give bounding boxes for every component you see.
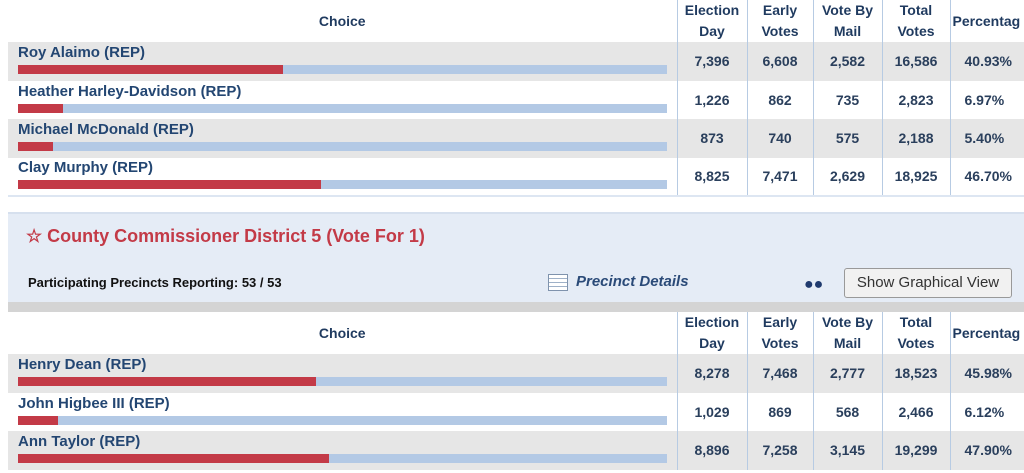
election-day-votes: 8,896 xyxy=(677,431,748,470)
total-votes: 2,466 xyxy=(882,392,951,431)
table-row: Roy Alaimo (REP) 7,396 6,608 2,582 16,58… xyxy=(8,42,1024,81)
mail-votes: 2,629 xyxy=(813,157,883,196)
candidate-cell: Heather Harley-Davidson (REP) xyxy=(8,80,678,119)
col-early-votes[interactable]: Early Votes xyxy=(747,0,814,42)
total-votes: 18,523 xyxy=(882,354,951,393)
show-graphical-view-button[interactable]: Show Graphical View xyxy=(844,268,1012,298)
vote-share-fill xyxy=(18,180,321,190)
election-day-votes: 1,029 xyxy=(677,392,748,431)
vote-share-bar xyxy=(18,180,667,190)
election-day-votes: 7,396 xyxy=(677,42,748,81)
candidate-name: John Higbee III (REP) xyxy=(18,394,170,412)
total-votes: 2,188 xyxy=(882,119,951,158)
candidate-cell: Henry Dean (REP) xyxy=(8,354,678,393)
col-election-day[interactable]: Election Day xyxy=(677,312,748,354)
mail-votes: 735 xyxy=(813,80,883,119)
mail-votes: 568 xyxy=(813,392,883,431)
star-icon[interactable]: ☆ xyxy=(26,226,43,246)
percentage: 46.70% xyxy=(950,157,1024,196)
election-day-votes: 8,278 xyxy=(677,354,748,393)
candidate-cell: Michael McDonald (REP) xyxy=(8,119,678,158)
race-title: ☆ County Commissioner District 5 (Vote F… xyxy=(26,226,425,246)
candidate-name: Ann Taylor (REP) xyxy=(18,433,141,451)
early-votes: 869 xyxy=(747,392,814,431)
election-day-votes: 1,226 xyxy=(677,80,748,119)
vote-share-bar xyxy=(18,65,667,75)
divider xyxy=(8,302,1024,312)
vote-share-fill xyxy=(18,415,58,425)
total-votes: 18,925 xyxy=(882,157,951,196)
percentage: 45.98% xyxy=(950,354,1024,393)
percentage: 6.12% xyxy=(950,392,1024,431)
early-votes: 862 xyxy=(747,80,814,119)
total-votes: 2,823 xyxy=(882,80,951,119)
col-vote-by-mail[interactable]: Vote By Mail xyxy=(813,312,883,354)
candidate-cell: Ann Taylor (REP) xyxy=(8,431,678,470)
early-votes: 7,468 xyxy=(747,354,814,393)
table-row: Heather Harley-Davidson (REP) 1,226 862 … xyxy=(8,80,1024,119)
percentage: 6.97% xyxy=(950,80,1024,119)
total-votes: 16,586 xyxy=(882,42,951,81)
early-votes: 6,608 xyxy=(747,42,814,81)
candidate-name: Heather Harley-Davidson (REP) xyxy=(18,82,242,100)
vote-share-fill xyxy=(18,454,329,464)
col-total-votes[interactable]: Total Votes xyxy=(882,312,951,354)
election-day-votes: 873 xyxy=(677,119,748,158)
mail-votes: 575 xyxy=(813,119,883,158)
candidate-cell: John Higbee III (REP) xyxy=(8,392,678,431)
vote-share-fill xyxy=(18,142,54,152)
vote-share-bar xyxy=(18,142,667,152)
col-percentage[interactable]: Percentag xyxy=(950,312,1024,354)
vote-share-bar xyxy=(18,377,667,387)
table-row: Clay Murphy (REP) 8,825 7,471 2,629 18,9… xyxy=(8,157,1024,196)
vote-share-fill xyxy=(18,65,284,75)
mail-votes: 2,582 xyxy=(813,42,883,81)
vote-share-bar xyxy=(18,415,667,425)
election-day-votes: 8,825 xyxy=(677,157,748,196)
candidate-cell: Clay Murphy (REP) xyxy=(8,157,678,196)
early-votes: 740 xyxy=(747,119,814,158)
col-election-day[interactable]: Election Day xyxy=(677,0,748,42)
race1-results-table: Choice Election Day Early Votes Vote By Mai… xyxy=(8,0,1024,197)
early-votes: 7,471 xyxy=(747,157,814,196)
col-vote-by-mail[interactable]: Vote By Mail xyxy=(813,0,883,42)
vote-share-bar xyxy=(18,454,667,464)
mail-votes: 2,777 xyxy=(813,354,883,393)
col-early-votes[interactable]: Early Votes xyxy=(747,312,814,354)
percentage: 5.40% xyxy=(950,119,1024,158)
col-choice[interactable]: Choice xyxy=(8,312,678,354)
table-row: John Higbee III (REP) 1,029 869 568 2,46… xyxy=(8,392,1024,431)
race2-results-table: Choice Election Day Early Votes Vote By Mai… xyxy=(8,312,1024,470)
candidate-name: Michael McDonald (REP) xyxy=(18,121,194,139)
table-row: Ann Taylor (REP) 8,896 7,258 3,145 19,29… xyxy=(8,431,1024,470)
vote-share-fill xyxy=(18,103,64,113)
precinct-details-icon xyxy=(548,273,568,291)
col-total-votes[interactable]: Total Votes xyxy=(882,0,951,42)
candidate-name: Roy Alaimo (REP) xyxy=(18,44,145,62)
candidate-name: Henry Dean (REP) xyxy=(18,356,147,374)
total-votes: 19,299 xyxy=(882,431,951,470)
table-row: Henry Dean (REP) 8,278 7,468 2,777 18,52… xyxy=(8,354,1024,393)
race2-header: ☆ County Commissioner District 5 (Vote F… xyxy=(8,212,1024,304)
early-votes: 7,258 xyxy=(747,431,814,470)
precincts-reporting: Participating Precincts Reporting: 53 / … xyxy=(28,275,282,290)
vote-share-fill xyxy=(18,377,317,387)
candidate-name: Clay Murphy (REP) xyxy=(18,159,154,177)
mail-votes: 3,145 xyxy=(813,431,883,470)
percentage: 40.93% xyxy=(950,42,1024,81)
col-choice[interactable]: Choice xyxy=(8,0,678,42)
col-percentage[interactable]: Percentag xyxy=(950,0,1024,42)
percentage: 47.90% xyxy=(950,431,1024,470)
binoculars-icon: ●● xyxy=(804,276,824,293)
candidate-cell: Roy Alaimo (REP) xyxy=(8,42,678,81)
table-row: Michael McDonald (REP) 873 740 575 2,188… xyxy=(8,119,1024,158)
vote-share-bar xyxy=(18,103,667,113)
precinct-details-link[interactable]: Precinct Details xyxy=(548,273,689,291)
